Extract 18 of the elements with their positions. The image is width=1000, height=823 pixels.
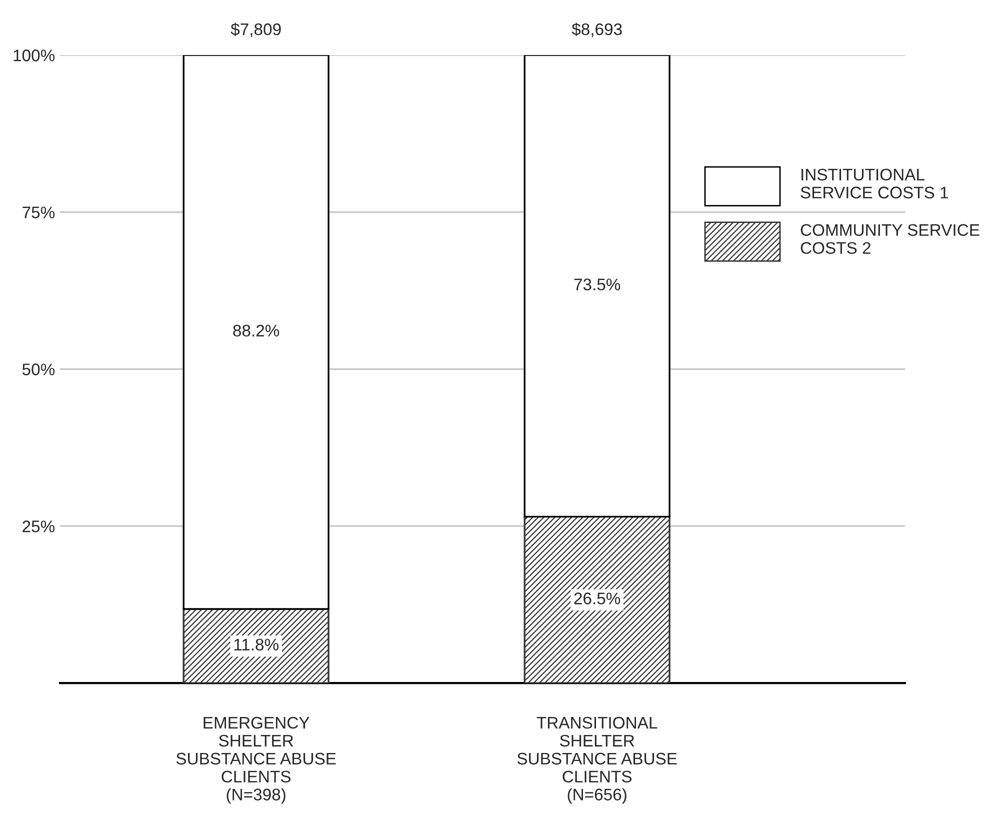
y-tick-label: 100%	[14, 50, 55, 62]
data-label: 73.5%	[574, 278, 620, 290]
data-label: 88.2%	[233, 324, 280, 337]
y-tick-label: 75%	[22, 206, 55, 218]
bar	[182, 55, 330, 610]
legend-label: COMMUNITY SERVICE COSTS 2	[800, 224, 980, 254]
annotation: $7,809	[230, 22, 281, 38]
bar	[182, 608, 330, 684]
data-label: 26.5%	[574, 592, 620, 604]
x-tick-label: TRANSITIONAL SHELTER SUBSTANCE ABUSE CLIENTS (N=656)	[517, 716, 677, 804]
bar	[524, 516, 670, 684]
legend-label: INSTITUTIONAL SERVICE COSTS 1	[800, 168, 948, 198]
y-tick-label: 50%	[22, 364, 55, 376]
bar	[524, 55, 670, 518]
x-tick-label: EMERGENCY SHELTER SUBSTANCE ABUSE CLIENTS (N=398)	[176, 716, 336, 804]
annotation: $8,693	[572, 22, 622, 38]
data-label: 11.8%	[234, 638, 278, 651]
y-tick-label: 25%	[22, 520, 55, 532]
